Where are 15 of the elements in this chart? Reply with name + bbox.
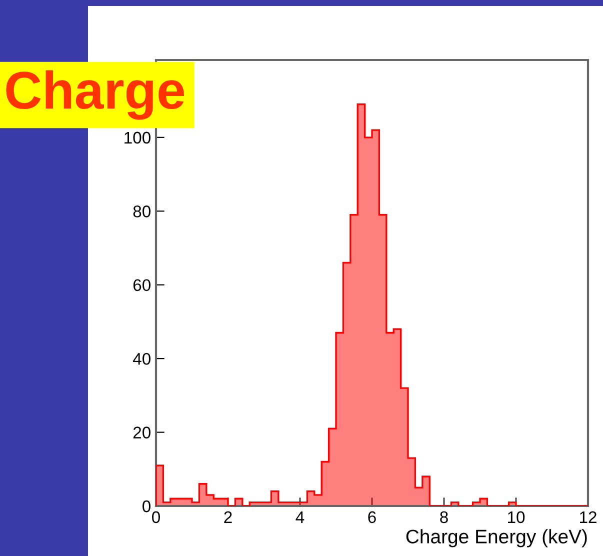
y-tick-label: 100 xyxy=(124,132,150,144)
x-tick-label: 0 xyxy=(152,511,160,524)
x-tick-label: 6 xyxy=(368,511,376,524)
y-tick-label: 40 xyxy=(132,352,150,365)
x-tick-label: 12 xyxy=(580,511,596,523)
x-tick-label: 2 xyxy=(224,511,232,523)
annotation: Charge xyxy=(6,70,184,120)
y-tick-label: 20 xyxy=(133,426,150,438)
x-tick-label: 8 xyxy=(440,511,448,524)
y-tick-label: 80 xyxy=(133,206,150,218)
x-tick-label: 10 xyxy=(508,511,525,524)
x-axis-title: Charge Energy (keV) xyxy=(406,529,587,548)
x-tick-label: 4 xyxy=(296,511,304,523)
y-tick-label: 60 xyxy=(133,279,150,292)
y-tick-label: 0 xyxy=(142,500,150,512)
